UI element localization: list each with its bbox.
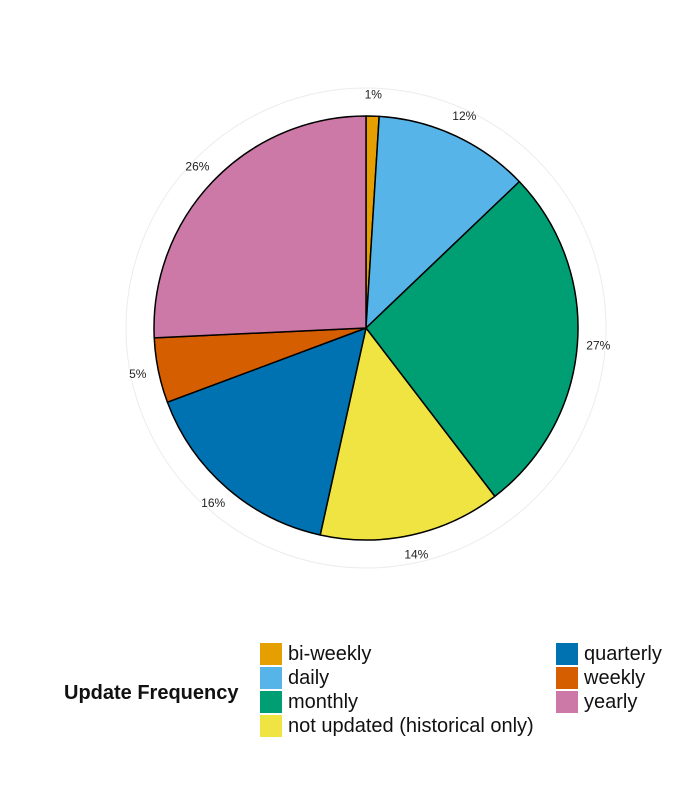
pie-chart: 1% 12% 27% 14% 16% 5% 26% [125,87,611,569]
legend-item-monthly: monthly [260,690,534,714]
legend-item-daily: daily [260,666,534,690]
legend-swatch [260,667,282,689]
legend-item-bi-weekly: bi-weekly [260,642,534,666]
slice-percent-label: 1% [365,87,383,101]
legend: Update Frequency bi-weekly daily monthly… [64,642,684,752]
legend-swatch [260,643,282,665]
pie-slice-daily [365,115,521,329]
pie-labels: 1% 12% 27% 14% 16% 5% 26% [129,87,611,561]
legend-swatch [556,667,578,689]
polar-grid-circle [125,87,607,569]
legend-swatch [260,691,282,713]
slice-percent-label: 16% [201,496,225,510]
legend-label: not updated (historical only) [288,714,534,737]
polar-grid [125,87,607,569]
legend-item-quarterly: quarterly [556,642,662,666]
legend-swatch [260,715,282,737]
legend-label: weekly [584,666,646,689]
legend-swatch [556,643,578,665]
slice-percent-label: 26% [185,159,209,173]
legend-label: yearly [584,690,638,713]
legend-title: Update Frequency [64,682,239,704]
pie-slice-monthly [365,180,579,498]
legend-label: daily [288,666,330,689]
legend-swatch [556,691,578,713]
legend-column-2: quarterly weekly yearly [556,642,662,714]
pie-slice-not [319,327,496,541]
pie-slices [153,115,579,541]
pie-slice-yearly [153,115,367,339]
legend-item-not-updated: not updated (historical only) [260,714,534,738]
legend-column-1: bi-weekly daily monthly not updated (his… [260,642,534,738]
slice-percent-label: 12% [452,109,476,123]
slice-percent-label: 5% [129,367,147,381]
pie-slice-quarterly [166,327,367,536]
slice-percent-label: 14% [404,548,428,562]
slice-percent-label: 27% [586,338,610,352]
legend-label: monthly [288,690,359,713]
legend-label: bi-weekly [288,642,372,665]
legend-label: quarterly [584,642,662,665]
legend-item-yearly: yearly [556,690,662,714]
legend-item-weekly: weekly [556,666,662,690]
